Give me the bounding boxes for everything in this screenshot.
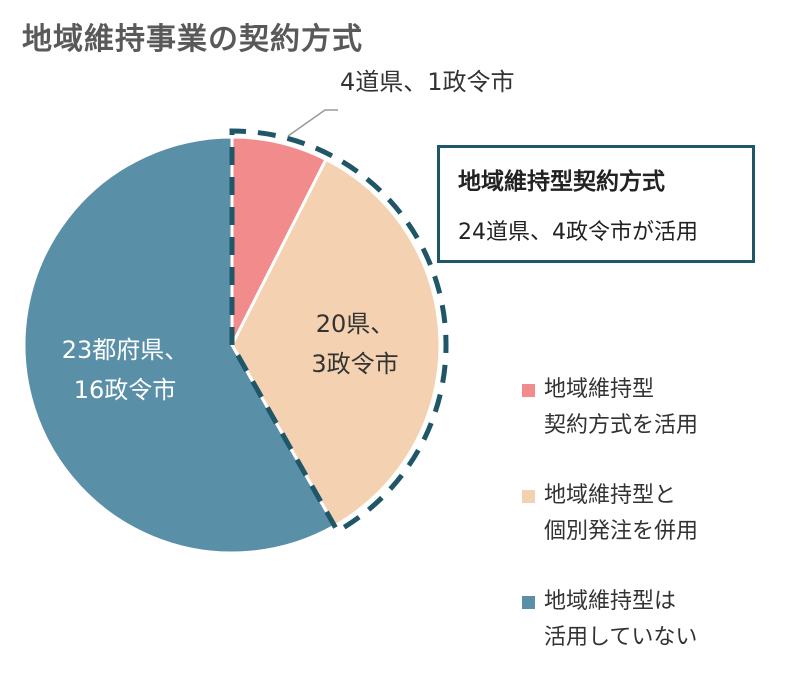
- chart-title: 地域維持事業の契約方式: [22, 22, 363, 57]
- legend-swatch: [522, 384, 535, 397]
- slice-label-1: 20県、 3政令市: [311, 310, 399, 378]
- highlight-dashed-outline: [229, 128, 449, 535]
- legend-item-1: 地域維持型と 個別発注を併用: [522, 478, 744, 550]
- callout-heading: 地域維持型契約方式: [458, 169, 665, 195]
- pie-slice-2: [22, 135, 337, 555]
- legend-swatch: [522, 596, 535, 609]
- slice-label-0: 4道県、1政令市: [340, 68, 515, 96]
- pie-slice-0: [230, 135, 329, 346]
- callout-box: 地域維持型契約方式 24道県、4政令市が活用: [437, 145, 755, 263]
- legend-item-0: 地域維持型 契約方式を活用: [522, 372, 744, 444]
- legend-swatch: [522, 490, 535, 503]
- slice-label-2: 23都府県、 16政令市: [61, 336, 189, 404]
- legend-item-2: 地域維持型は 活用していない: [522, 584, 744, 656]
- leader-line: [287, 109, 338, 137]
- callout-text: 24道県、4政令市が活用: [458, 220, 698, 245]
